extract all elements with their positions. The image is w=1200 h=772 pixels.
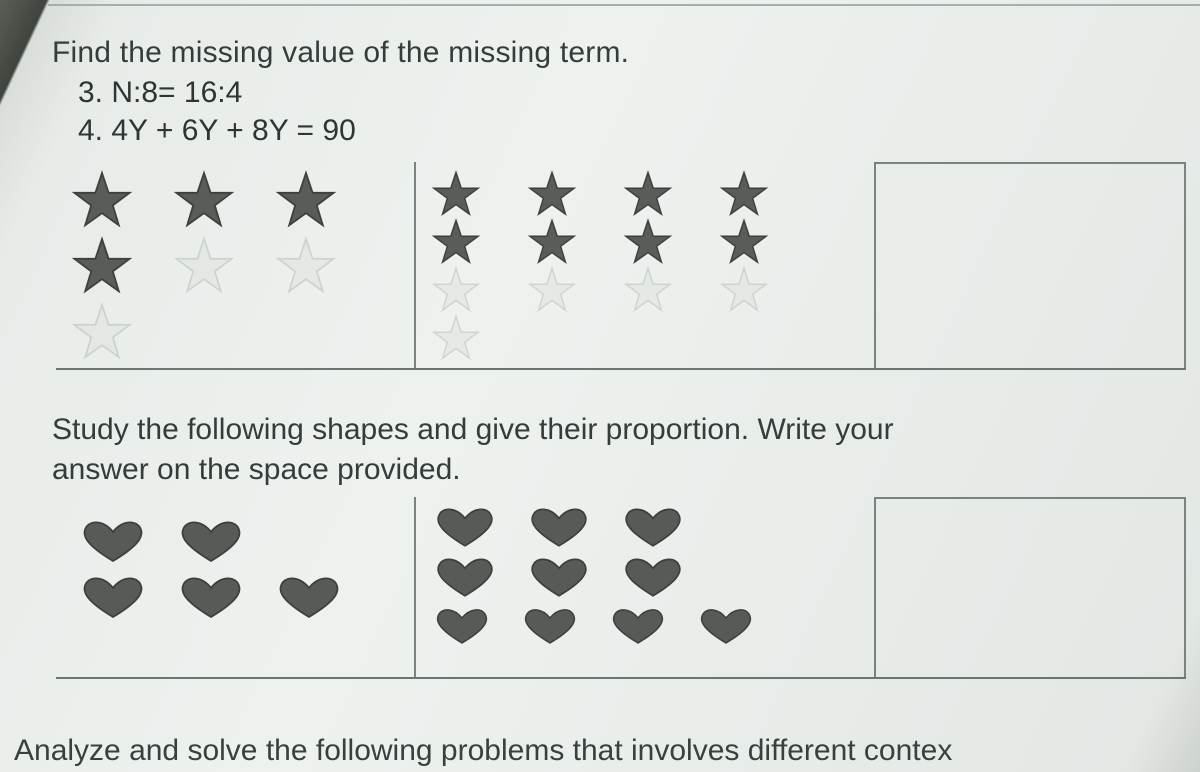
heart-icon [432, 603, 492, 647]
hearts-cell-1 [56, 497, 416, 677]
star-icon [174, 170, 234, 230]
star-icon [720, 218, 768, 266]
star-icon [72, 170, 132, 230]
heart-icon [432, 553, 498, 599]
star-icon [72, 302, 132, 362]
star-icon [528, 170, 576, 218]
worksheet-page: Find the missing value of the missing te… [0, 0, 1200, 772]
question-4: 4. 4Y + 6Y + 8Y = 90 [78, 114, 1200, 148]
star-icon [276, 170, 336, 230]
heart-icon [526, 503, 592, 549]
section2-instruction: Study the following shapes and give thei… [52, 410, 1162, 489]
heart-icon [176, 571, 246, 621]
top-rule [48, 4, 1200, 6]
heart-icon [78, 571, 148, 621]
heart-icon [176, 515, 246, 565]
star-icon [72, 236, 132, 296]
section2-line1: Study the following shapes and give thei… [52, 413, 894, 446]
star-icon [528, 218, 576, 266]
heart-icon [432, 503, 498, 549]
star-icon [432, 218, 480, 266]
section2-line2: answer on the space provided. [52, 453, 461, 486]
section1-instruction: Find the missing value of the missing te… [52, 36, 1200, 70]
star-icon [276, 236, 336, 296]
hearts-table [56, 497, 1186, 679]
star-icon [624, 218, 672, 266]
star-icon [432, 314, 480, 362]
stars-cell-2 [416, 162, 876, 368]
footer-cut-text: Analyze and solve the following problems… [14, 734, 952, 768]
heart-icon [526, 553, 592, 599]
heart-icon [696, 603, 756, 647]
heart-icon [608, 603, 668, 647]
heart-icon [520, 603, 580, 647]
star-icon [624, 170, 672, 218]
star-icon [174, 236, 234, 296]
star-icon [720, 170, 768, 218]
stars-answer-cell [876, 162, 1186, 368]
heart-icon [620, 553, 686, 599]
star-icon [624, 266, 672, 314]
heart-icon [620, 503, 686, 549]
heart-icon [274, 571, 344, 621]
heart-icon [78, 515, 148, 565]
star-icon [432, 266, 480, 314]
hearts-cell-2 [416, 497, 876, 677]
star-icon [528, 266, 576, 314]
star-icon [720, 266, 768, 314]
stars-cell-1 [56, 162, 416, 368]
question-3: 3. N:8= 16:4 [78, 76, 1200, 110]
stars-table [56, 162, 1186, 370]
star-icon [432, 170, 480, 218]
hearts-answer-cell [876, 497, 1186, 677]
